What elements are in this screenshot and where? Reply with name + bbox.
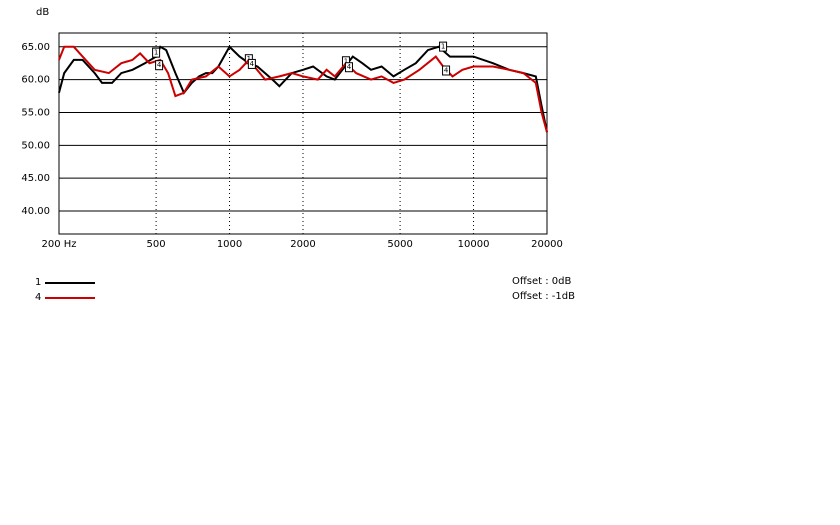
x-tick-label: 500 (147, 239, 166, 250)
curve-marker-box (247, 58, 256, 69)
y-tick-label: 60.00 (21, 75, 50, 86)
curve-marker-label: 4 (444, 67, 449, 75)
y-tick-label: 55.00 (21, 107, 50, 118)
curve-marker-label: 1 (154, 49, 158, 57)
curve-marker-box (439, 41, 448, 52)
y-axis-label: dB (36, 7, 49, 18)
curve-marker-label: 4 (347, 63, 352, 71)
curve-marker-box (344, 62, 353, 73)
curve-marker-box (155, 60, 164, 71)
curve-marker-label: 4 (250, 60, 255, 68)
legend-offset: Offset : 0dB (512, 276, 571, 287)
curve-marker-label: 1 (344, 57, 348, 65)
x-tick-label: 10000 (458, 239, 490, 250)
x-tick-label: 1000 (217, 239, 242, 250)
legend-label: 1 (35, 277, 41, 288)
y-tick-label: 40.00 (21, 206, 50, 217)
y-tick-label: 45.00 (21, 173, 50, 184)
x-tick-label: 200 Hz (41, 239, 76, 250)
line-series (58, 45, 548, 133)
curve-marker-box (152, 47, 161, 58)
y-tick-label: 50.00 (21, 140, 50, 151)
x-tick-label: 20000 (531, 239, 563, 250)
legend-label: 4 (35, 292, 41, 303)
curve-marker-label: 4 (157, 61, 162, 69)
curve-marker-label: 1 (441, 43, 445, 51)
line-series (58, 45, 548, 133)
y-tick-label: 65.00 (21, 42, 50, 53)
legend-offset: Offset : -1dB (512, 291, 575, 302)
curve-marker-box (442, 65, 451, 76)
x-tick-label: 2000 (290, 239, 315, 250)
x-tick-label: 5000 (387, 239, 412, 250)
